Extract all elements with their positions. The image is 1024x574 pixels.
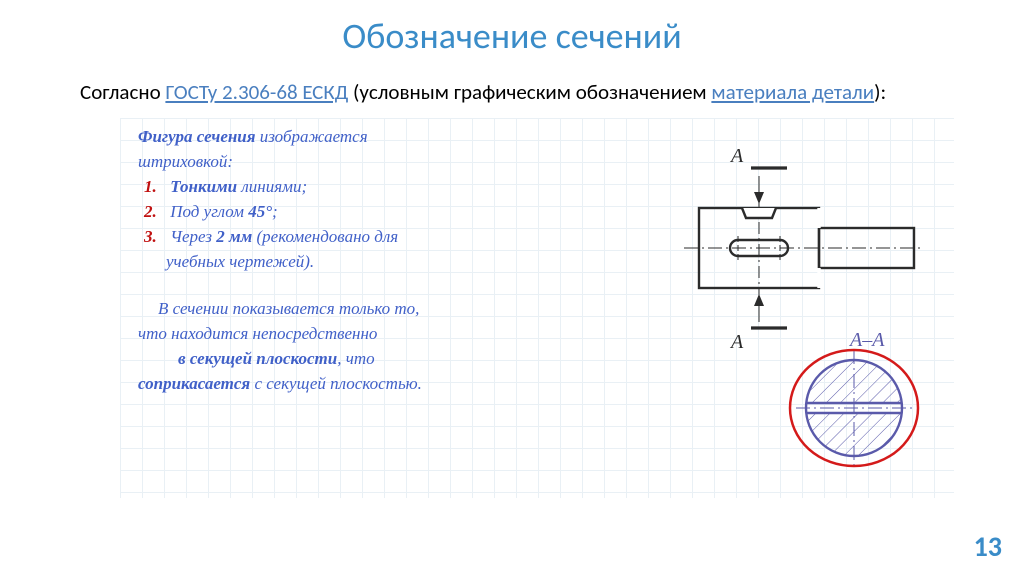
intro-suffix: ):: [874, 79, 886, 105]
hand-header-tail: изображается: [256, 127, 368, 146]
content-panel: Фигура сечения изображается штриховкой: …: [120, 118, 954, 498]
intro-prefix: Согласно: [80, 79, 165, 105]
hand-header-line2: штриховкой:: [138, 149, 598, 174]
para2-l4: соприкасается с секущей плоскостью.: [138, 371, 598, 396]
svg-text:А: А: [729, 145, 744, 167]
intro-paragraph: Согласно ГОСТу 2.306-68 ЕСКД (условным г…: [0, 58, 1024, 110]
svg-text:А–А: А–А: [848, 329, 885, 351]
para2-l1: В сечении показывается только то,: [138, 296, 598, 321]
handwritten-block: Фигура сечения изображается штриховкой: …: [138, 124, 598, 396]
list-number: 2.: [144, 199, 166, 224]
para2-l2: что находится непосредственно: [138, 321, 598, 346]
gost-link[interactable]: ГОСТу 2.306-68 ЕСКД: [165, 79, 348, 105]
intro-middle: (условным графическим обозначением: [348, 79, 711, 105]
list-number: 1.: [144, 174, 166, 199]
list-number: 3.: [144, 224, 166, 249]
list-item-1: 1. Тонкими линиями;: [138, 174, 598, 199]
list-item-3-cont: учебных чертежей).: [138, 249, 598, 274]
list-item-2: 2. Под углом 45°;: [138, 199, 598, 224]
svg-text:А: А: [729, 331, 744, 353]
list-item-3: 3. Через 2 мм (рекомендовано для: [138, 224, 598, 249]
page-number: 13: [974, 529, 1002, 564]
technical-drawing: А А А–А: [644, 118, 944, 478]
material-link[interactable]: материала детали: [711, 79, 874, 105]
page-title: Обозначение сечений: [0, 0, 1024, 58]
hand-header-bold: Фигура сечения: [138, 127, 256, 146]
para2-l3: в секущей плоскости, что: [138, 346, 598, 371]
